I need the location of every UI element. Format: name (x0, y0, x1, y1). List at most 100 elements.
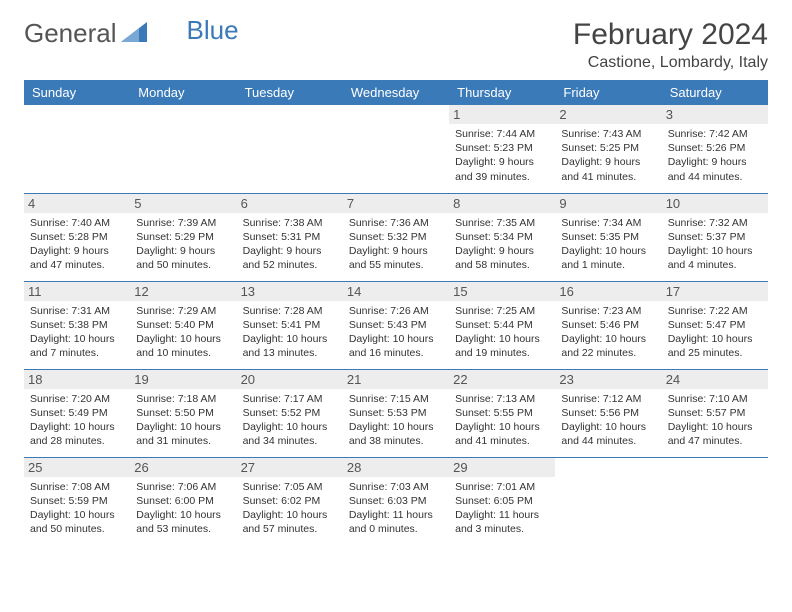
daylight-text-1: Daylight: 9 hours (668, 155, 762, 169)
calendar-day-cell: 11 Sunrise: 7:31 AMSunset: 5:38 PMDayligh… (24, 281, 130, 369)
calendar-day-cell: 18Sunrise: 7:20 AMSunset: 5:49 PMDayligh… (24, 369, 130, 457)
calendar-day-cell: 10Sunrise: 7:32 AMSunset: 5:37 PMDayligh… (662, 193, 768, 281)
brand-part1: General (24, 18, 117, 49)
day-header: Sunday (24, 80, 130, 105)
day-sun-info: Sunrise: 7:23 AMSunset: 5:46 PMDaylight:… (561, 304, 655, 361)
daylight-text-2: and 47 minutes. (668, 434, 762, 448)
brand-part2: Blue (187, 15, 239, 46)
day-sun-info: Sunrise: 7:43 AMSunset: 5:25 PMDaylight:… (561, 127, 655, 184)
day-number: 12 (130, 282, 236, 301)
day-sun-info: Sunrise: 7:03 AMSunset: 6:03 PMDaylight:… (349, 480, 443, 537)
sunset-text: Sunset: 5:40 PM (136, 318, 230, 332)
sunset-text: Sunset: 5:35 PM (561, 230, 655, 244)
day-sun-info: Sunrise: 7:15 AMSunset: 5:53 PMDaylight:… (349, 392, 443, 449)
calendar-day-cell: 12 Sunrise: 7:29 AMSunset: 5:40 PMDayligh… (130, 281, 236, 369)
calendar-day-cell (343, 105, 449, 193)
day-sun-info: Sunrise: 7:13 AMSunset: 5:55 PMDaylight:… (455, 392, 549, 449)
daylight-text-1: Daylight: 10 hours (455, 420, 549, 434)
calendar-week-row: 4Sunrise: 7:40 AMSunset: 5:28 PMDaylight… (24, 193, 768, 281)
calendar-day-cell: 24Sunrise: 7:10 AMSunset: 5:57 PMDayligh… (662, 369, 768, 457)
daylight-text-1: Daylight: 10 hours (243, 420, 337, 434)
daylight-text-2: and 4 minutes. (668, 258, 762, 272)
daylight-text-2: and 28 minutes. (30, 434, 124, 448)
daylight-text-2: and 41 minutes. (561, 170, 655, 184)
day-sun-info: Sunrise: 7:34 AMSunset: 5:35 PMDaylight:… (561, 216, 655, 273)
daylight-text-2: and 38 minutes. (349, 434, 443, 448)
day-sun-info: Sunrise: 7:26 AMSunset: 5:43 PMDaylight:… (349, 304, 443, 361)
daylight-text-2: and 52 minutes. (243, 258, 337, 272)
daylight-text-1: Daylight: 10 hours (668, 420, 762, 434)
day-header: Wednesday (343, 80, 449, 105)
sunrise-text: Sunrise: 7:36 AM (349, 216, 443, 230)
day-number: 9 (555, 194, 661, 213)
calendar-week-row: 11 Sunrise: 7:31 AMSunset: 5:38 PMDayligh… (24, 281, 768, 369)
day-number: 11 (24, 282, 130, 301)
day-sun-info: Sunrise: 7:29 AMSunset: 5:40 PMDaylight:… (136, 304, 230, 361)
daylight-text-2: and 1 minute. (561, 258, 655, 272)
daylight-text-2: and 0 minutes. (349, 522, 443, 536)
sunrise-text: Sunrise: 7:03 AM (349, 480, 443, 494)
day-number: 10 (662, 194, 768, 213)
calendar-week-row: 25 Sunrise: 7:08 AMSunset: 5:59 PM Dayligh… (24, 457, 768, 545)
day-number: 29 (449, 458, 555, 477)
sunrise-text: Sunrise: 7:43 AM (561, 127, 655, 141)
day-number: 25 (24, 458, 130, 477)
daylight-text-2: and 41 minutes. (455, 434, 549, 448)
day-number: 13 (237, 282, 343, 301)
calendar-day-cell: 1Sunrise: 7:44 AMSunset: 5:23 PMDaylight… (449, 105, 555, 193)
day-number: 14 (343, 282, 449, 301)
daylight-text-2: and 31 minutes. (136, 434, 230, 448)
calendar-week-row: 18Sunrise: 7:20 AMSunset: 5:49 PMDayligh… (24, 369, 768, 457)
daylight-text-2: and 19 minutes. (455, 346, 549, 360)
sunrise-text: Sunrise: 7:10 AM (668, 392, 762, 406)
calendar-day-cell: 27Sunrise: 7:05 AMSunset: 6:02 PMDayligh… (237, 457, 343, 545)
sunrise-text: Sunrise: 7:08 AM (30, 480, 124, 494)
daylight-text-1: Daylight: 10 hours (136, 420, 230, 434)
sunset-text: Sunset: 5:25 PM (561, 141, 655, 155)
sunset-text: Sunset: 5:38 PM (30, 318, 124, 332)
sunrise-text: Sunrise: 7:34 AM (561, 216, 655, 230)
sunrise-text: Sunrise: 7:23 AM (561, 304, 655, 318)
calendar-day-cell (130, 105, 236, 193)
calendar-day-cell: 9 Sunrise: 7:34 AMSunset: 5:35 PMDaylight… (555, 193, 661, 281)
calendar-day-cell (662, 457, 768, 545)
sunrise-text: Sunrise: 7:38 AM (243, 216, 337, 230)
calendar-day-cell (237, 105, 343, 193)
daylight-text-1: Daylight: 9 hours (349, 244, 443, 258)
sunset-text: Sunset: 5:41 PM (243, 318, 337, 332)
day-number: 21 (343, 370, 449, 389)
day-sun-info: Sunrise: 7:31 AMSunset: 5:38 PMDaylight:… (30, 304, 124, 361)
sunset-text: Sunset: 5:34 PM (455, 230, 549, 244)
day-sun-info: Sunrise: 7:38 AMSunset: 5:31 PMDaylight:… (243, 216, 337, 273)
daylight-text-1: Daylight: 10 hours (136, 508, 230, 522)
daylight-text-1: Daylight: 10 hours (30, 420, 124, 434)
sunset-text: Sunset: 5:53 PM (349, 406, 443, 420)
sunrise-text: Sunrise: 7:39 AM (136, 216, 230, 230)
calendar-day-cell: 3Sunrise: 7:42 AMSunset: 5:26 PMDaylight… (662, 105, 768, 193)
day-sun-info: Sunrise: 7:25 AMSunset: 5:44 PMDaylight:… (455, 304, 549, 361)
day-header-row: Sunday Monday Tuesday Wednesday Thursday… (24, 80, 768, 105)
day-header: Tuesday (237, 80, 343, 105)
day-number: 26 (130, 458, 236, 477)
sunrise-text: Sunrise: 7:22 AM (668, 304, 762, 318)
day-number: 4 (24, 194, 130, 213)
daylight-text-1: Daylight: 10 hours (668, 244, 762, 258)
day-sun-info: Sunrise: 7:35 AMSunset: 5:34 PMDaylight:… (455, 216, 549, 273)
calendar-day-cell: 17Sunrise: 7:22 AMSunset: 5:47 PMDayligh… (662, 281, 768, 369)
calendar-day-cell: 13 Sunrise: 7:28 AMSunset: 5:41 PMDayligh… (237, 281, 343, 369)
sunrise-text: Sunrise: 7:44 AM (455, 127, 549, 141)
daylight-text-1: Daylight: 10 hours (349, 420, 443, 434)
day-header: Monday (130, 80, 236, 105)
logo-triangle-icon (121, 18, 147, 49)
day-sun-info: Sunrise: 7:28 AMSunset: 5:41 PMDaylight:… (243, 304, 337, 361)
daylight-text-2: and 50 minutes. (30, 522, 124, 536)
calendar-day-cell (555, 457, 661, 545)
sunset-text: Sunset: 5:59 PM (30, 494, 124, 508)
calendar-day-cell: 29Sunrise: 7:01 AMSunset: 6:05 PMDayligh… (449, 457, 555, 545)
daylight-text-1: Daylight: 10 hours (30, 332, 124, 346)
daylight-text-2: and 3 minutes. (455, 522, 549, 536)
day-sun-info: Sunrise: 7:10 AMSunset: 5:57 PMDaylight:… (668, 392, 762, 449)
sunrise-text: Sunrise: 7:05 AM (243, 480, 337, 494)
daylight-text-2: and 44 minutes. (668, 170, 762, 184)
day-number: 7 (343, 194, 449, 213)
